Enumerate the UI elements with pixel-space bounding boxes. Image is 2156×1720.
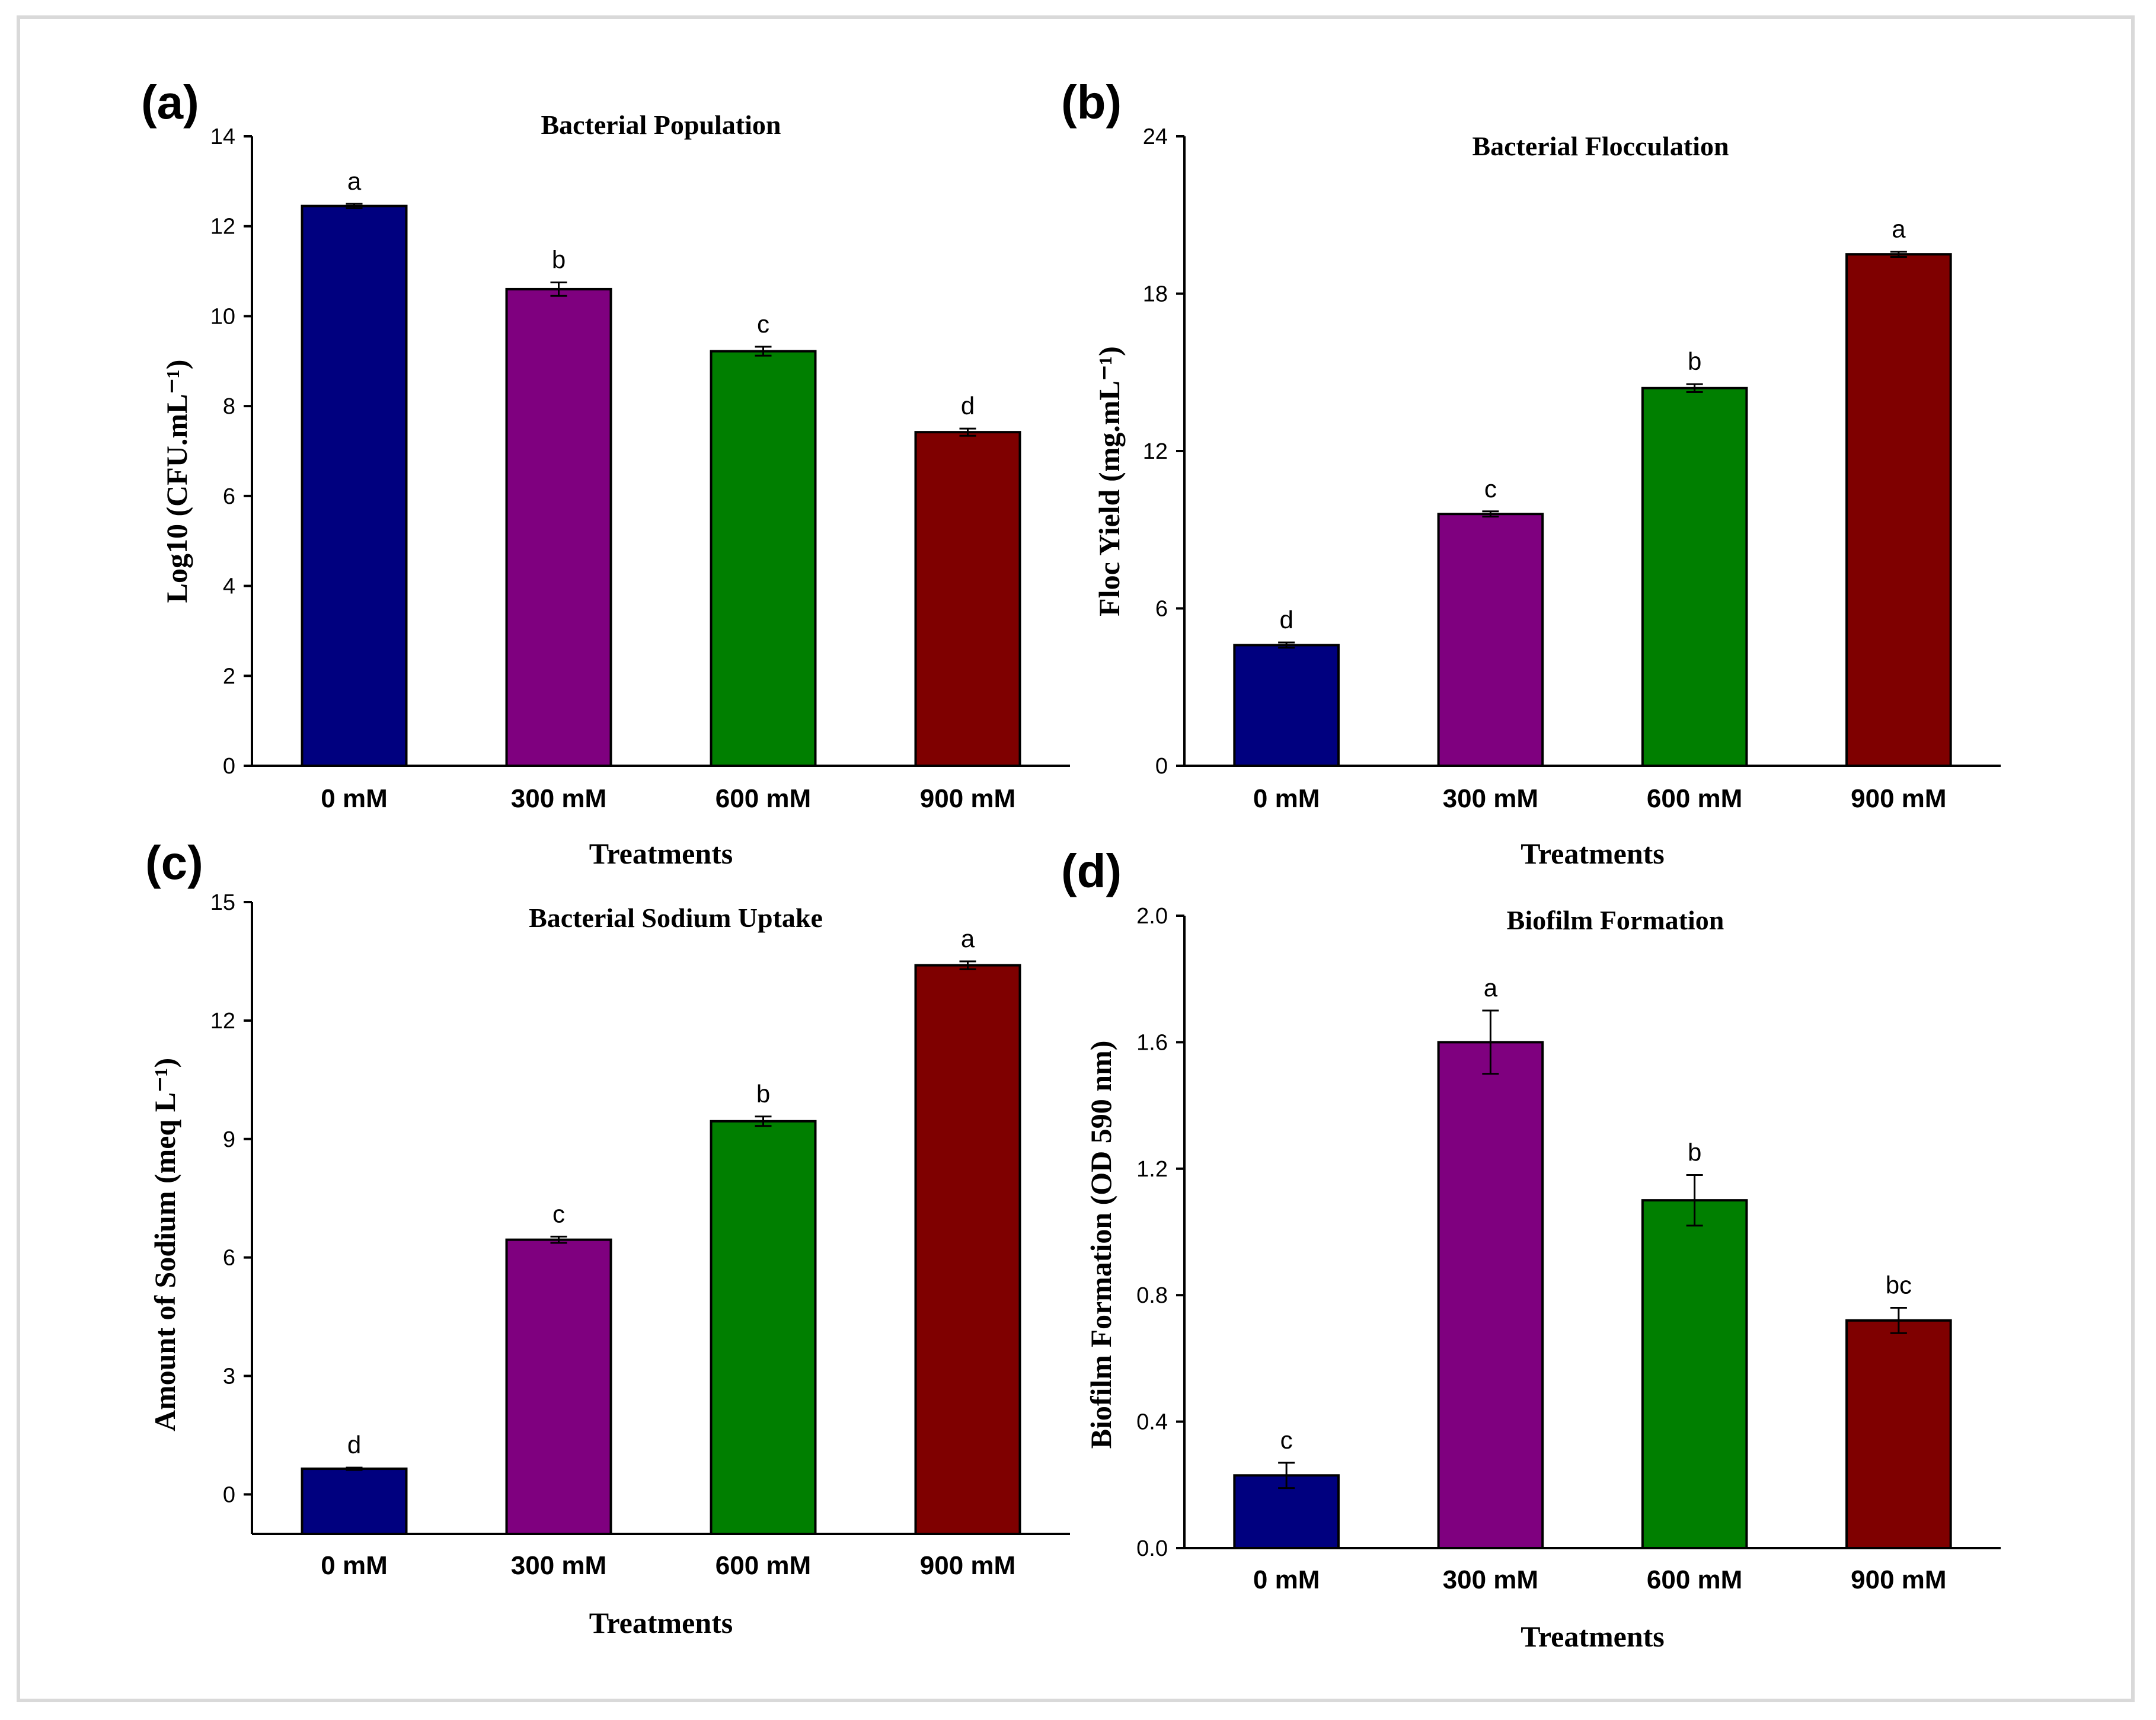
chart-title: Bacterial Sodium Uptake — [529, 903, 823, 933]
panel-label: (b) — [1061, 76, 1122, 129]
y-tick-label: 6 — [1155, 597, 1168, 622]
y-tick-label: 9 — [223, 1127, 235, 1152]
y-tick-label: 12 — [210, 1009, 235, 1034]
x-tick-label: 300 mM — [1443, 1565, 1538, 1594]
y-tick-label: 6 — [223, 484, 235, 509]
x-tick-label: 0 mM — [1253, 784, 1320, 813]
x-tick-label: 600 mM — [1647, 784, 1742, 813]
panel-label: (c) — [145, 836, 203, 889]
significance-letter: b — [1688, 347, 1701, 375]
y-axis-label: Log10 (CFU.mL⁻¹) — [160, 360, 193, 603]
significance-letter: a — [961, 925, 975, 952]
bar-300-mm — [505, 287, 612, 767]
x-tick-label: 600 mM — [716, 784, 811, 813]
x-tick-label: 600 mM — [716, 1551, 811, 1580]
bar-300-mm — [1437, 513, 1544, 767]
significance-letter: b — [1688, 1138, 1701, 1166]
significance-letter: c — [1484, 475, 1497, 503]
y-tick-label: 0 — [223, 1482, 235, 1507]
bar-300-mm — [505, 1238, 612, 1536]
bar-0-mm — [301, 204, 408, 768]
x-tick-label: 300 mM — [511, 784, 606, 813]
y-tick-label: 14 — [210, 124, 235, 149]
y-tick-label: 4 — [223, 574, 235, 599]
y-axis-label: Amount of Sodium (meq L⁻¹) — [148, 1058, 181, 1431]
bar-600-mm — [1641, 386, 1748, 767]
bar-900-mm — [914, 964, 1021, 1535]
significance-letter: d — [1279, 606, 1293, 634]
y-tick-label: 8 — [223, 394, 235, 419]
y-tick-label: 0 — [1155, 754, 1168, 779]
chart-title: Bacterial Flocculation — [1472, 131, 1729, 161]
panel-label: (a) — [141, 76, 199, 129]
chart-panel-c: (c) Bacterial Sodium Uptake 0 3 6 9 12 15 Amount… — [145, 836, 1070, 1639]
y-tick-label: 0 — [223, 754, 235, 779]
panel-label: (d) — [1061, 845, 1122, 897]
x-tick-label: 300 mM — [511, 1551, 606, 1580]
y-tick-label: 2.0 — [1136, 904, 1168, 929]
x-tick-label: 900 mM — [920, 784, 1015, 813]
significance-letter: a — [1892, 215, 1906, 243]
y-tick-label: 24 — [1143, 124, 1168, 149]
bar-0-mm — [1233, 644, 1340, 767]
x-tick-label: 900 mM — [920, 1551, 1015, 1580]
x-tick-label: 0 mM — [321, 1551, 387, 1580]
y-tick-label: 0.4 — [1136, 1410, 1168, 1435]
chart-panel-b: (b) Bacterial Flocculation 0 6 12 18 24 Floc Yi… — [1061, 76, 2001, 870]
bar-600-mm — [1641, 1199, 1748, 1549]
x-axis-label: Treatments — [589, 1606, 733, 1639]
y-tick-label: 3 — [223, 1364, 235, 1389]
significance-letter: a — [1484, 974, 1498, 1002]
bar-900-mm — [914, 431, 1021, 767]
y-tick-label: 0.0 — [1136, 1536, 1168, 1561]
chart-panel-a: (a) Bacterial Population 0 2 4 6 8 10 12 14 Log10 … — [141, 76, 1070, 870]
x-axis-label: Treatments — [1521, 1620, 1665, 1653]
bar-0-mm — [301, 1468, 408, 1536]
bar-300-mm — [1437, 1041, 1544, 1549]
bar-600-mm — [710, 1120, 817, 1536]
significance-letter: d — [347, 1431, 361, 1459]
x-tick-label: 300 mM — [1443, 784, 1538, 813]
y-tick-label: 12 — [1143, 439, 1168, 464]
y-tick-label: 0.8 — [1136, 1283, 1168, 1308]
chart-panel-d: (d) Biofilm Formation 0.0 0.4 0.8 1.2 1.6 2.0 Bi… — [1061, 845, 2001, 1653]
bar-900-mm — [1845, 1319, 1952, 1549]
significance-letter: d — [961, 392, 975, 420]
bar-600-mm — [710, 350, 817, 767]
y-axis-label: Floc Yield (mg.mL⁻¹) — [1093, 346, 1126, 616]
y-tick-label: 2 — [223, 664, 235, 689]
y-tick-label: 18 — [1143, 282, 1168, 307]
chart-title: Biofilm Formation — [1507, 905, 1724, 935]
x-tick-label: 900 mM — [1851, 1565, 1946, 1594]
y-tick-label: 12 — [210, 215, 235, 239]
y-tick-label: 15 — [210, 890, 235, 915]
y-tick-label: 6 — [223, 1246, 235, 1271]
x-axis-label: Treatments — [589, 837, 733, 870]
chart-title: Bacterial Population — [541, 110, 781, 140]
bar-900-mm — [1845, 253, 1952, 767]
x-tick-label: 0 mM — [321, 784, 387, 813]
significance-letter: bc — [1886, 1271, 1912, 1299]
y-tick-label: 1.2 — [1136, 1157, 1168, 1182]
significance-letter: c — [1280, 1426, 1293, 1454]
x-tick-label: 0 mM — [1253, 1565, 1320, 1594]
significance-letter: b — [756, 1080, 770, 1108]
x-tick-label: 600 mM — [1647, 1565, 1742, 1594]
significance-letter: c — [552, 1200, 565, 1227]
y-tick-label: 10 — [210, 304, 235, 329]
y-axis-label: Biofilm Formation (OD 590 nm) — [1084, 1041, 1117, 1449]
significance-letter: c — [757, 310, 769, 338]
x-tick-label: 900 mM — [1851, 784, 1946, 813]
x-axis-label: Treatments — [1521, 837, 1665, 870]
significance-letter: a — [347, 167, 362, 195]
y-tick-label: 1.6 — [1136, 1030, 1168, 1055]
significance-letter: b — [552, 246, 566, 274]
